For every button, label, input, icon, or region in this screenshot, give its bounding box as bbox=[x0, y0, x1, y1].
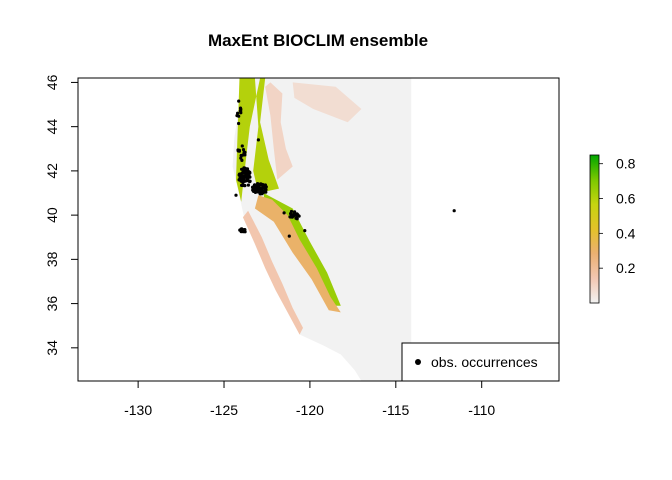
occurrence-point bbox=[237, 121, 241, 126]
x-tick-label: -120 bbox=[296, 402, 324, 418]
occurrence-point bbox=[254, 189, 258, 193]
legend-label: obs. occurrences bbox=[431, 354, 538, 370]
plot-frame bbox=[77, 77, 560, 382]
legend-box bbox=[401, 342, 560, 382]
suitability-raster bbox=[232, 78, 412, 381]
occurrence-point bbox=[295, 216, 299, 220]
x-tick-label: -115 bbox=[382, 402, 409, 418]
occurrence-point bbox=[248, 180, 252, 184]
occurrence-point bbox=[264, 188, 268, 192]
occurrence-point bbox=[241, 148, 246, 152]
occurrence-point bbox=[293, 210, 297, 214]
suitability-band bbox=[265, 82, 293, 180]
occurrence-point bbox=[248, 171, 252, 175]
y-tick-label: 36 bbox=[44, 296, 60, 312]
occurrence-point bbox=[239, 173, 243, 177]
occurrence-point bbox=[243, 228, 247, 232]
occurrence-point bbox=[238, 228, 242, 232]
occurrence-point bbox=[295, 213, 299, 217]
x-tick-label: -130 bbox=[124, 402, 152, 418]
occurrence-point bbox=[241, 178, 245, 182]
occurrence-point bbox=[236, 148, 240, 152]
occurrence-point bbox=[452, 209, 456, 213]
occurrence-point bbox=[261, 185, 265, 190]
occurrence-point bbox=[240, 144, 244, 148]
occurrence-point bbox=[244, 174, 248, 178]
scale-tick-label: 0.8 bbox=[616, 156, 636, 172]
chart-title: MaxEnt BIOCLIM ensemble bbox=[208, 31, 428, 50]
occurrence-point bbox=[290, 215, 294, 219]
scale-tick-label: 0.6 bbox=[616, 191, 636, 207]
x-tick-label: -125 bbox=[210, 402, 238, 418]
color-scale: 0.2 0.4 0.6 0.8 bbox=[589, 154, 636, 304]
occurrence-point bbox=[282, 211, 286, 215]
occurrence-point bbox=[256, 138, 260, 142]
occurrence-point bbox=[261, 191, 265, 195]
occurrence-point bbox=[243, 150, 247, 154]
y-axis: 34 36 38 40 42 44 46 bbox=[44, 74, 78, 356]
legend: obs. occurrences bbox=[401, 342, 560, 382]
y-tick-label: 34 bbox=[44, 340, 60, 356]
occurrence-point bbox=[235, 114, 239, 118]
occurrence-point bbox=[288, 215, 292, 219]
occurrence-point bbox=[256, 186, 260, 190]
suitability-band bbox=[242, 210, 303, 335]
y-tick-label: 46 bbox=[44, 74, 60, 90]
occurrence-point bbox=[236, 111, 240, 115]
legend-point-marker bbox=[415, 359, 421, 365]
y-tick-label: 38 bbox=[44, 251, 60, 267]
occurrence-point bbox=[240, 167, 244, 171]
occurrence-point bbox=[244, 170, 248, 175]
scale-tick-label: 0.2 bbox=[616, 260, 636, 276]
color-scale-bar bbox=[589, 154, 600, 304]
occurrence-point bbox=[238, 109, 242, 113]
occurrence-point bbox=[287, 234, 291, 238]
scale-tick-label: 0.4 bbox=[616, 225, 636, 241]
occurrence-point bbox=[239, 156, 243, 160]
occurrence-point bbox=[246, 183, 250, 187]
occurrence-point bbox=[237, 178, 241, 182]
occurrence-point bbox=[289, 212, 293, 216]
occurrence-layer bbox=[234, 99, 456, 238]
occurrence-point bbox=[258, 192, 262, 196]
y-tick-label: 42 bbox=[44, 163, 60, 179]
occurrence-point bbox=[237, 99, 241, 103]
occurrence-point bbox=[303, 229, 307, 233]
y-tick-label: 44 bbox=[44, 119, 60, 135]
occurrence-point bbox=[234, 193, 238, 197]
occurrence-point bbox=[242, 183, 246, 187]
y-tick-label: 40 bbox=[44, 207, 60, 223]
suitability-band bbox=[254, 195, 341, 313]
occurrence-point bbox=[241, 153, 245, 157]
x-axis: -130 -125 -120 -115 -110 bbox=[124, 381, 495, 418]
occurrence-point bbox=[247, 174, 251, 178]
x-tick-label: -110 bbox=[468, 402, 495, 418]
suitability-band bbox=[292, 82, 362, 123]
occurrence-point bbox=[251, 185, 255, 189]
